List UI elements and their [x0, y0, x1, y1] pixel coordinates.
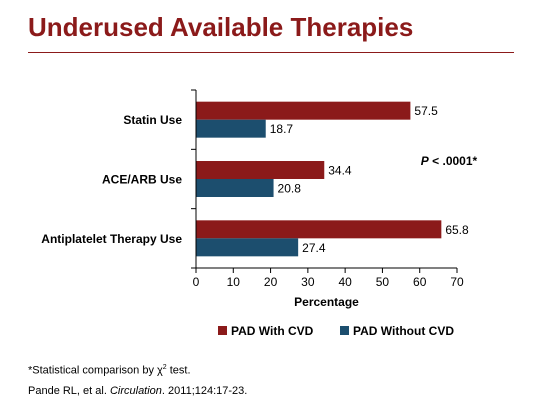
data-label-with-cvd-3: 65.8: [445, 223, 469, 237]
data-label-without-cvd-3: 27.4: [302, 241, 326, 255]
title-divider: [28, 52, 514, 53]
data-label-with-cvd-2: 34.4: [328, 164, 352, 178]
bar-without-cvd-1: [196, 119, 266, 138]
data-label-without-cvd-2: 20.8: [278, 182, 302, 196]
legend-swatch-with-cvd: [218, 326, 227, 335]
bar-chart: 57.5 18.7 Statin Use 34.4 20.8 ACE/ARB Use 65.…: [41, 89, 478, 338]
bar-without-cvd-3: [196, 238, 299, 257]
category-label-1: Statin Use: [123, 113, 182, 127]
bar-without-cvd-2: [196, 179, 274, 197]
bar-with-cvd-1: [196, 101, 411, 120]
x-axis-title: Percentage: [294, 295, 359, 309]
x-tick-label-6: 60: [413, 275, 427, 289]
p-value-letter: P: [421, 154, 430, 168]
p-value-annotation: P < .0001*: [421, 154, 478, 168]
x-tick-label-7: 70: [450, 275, 464, 289]
legend-label-with-cvd: PAD With CVD: [231, 324, 314, 338]
x-tick-label-0: 0: [193, 275, 200, 289]
bar-with-cvd-3: [196, 220, 442, 239]
legend-swatch-without-cvd: [340, 326, 349, 335]
slide-title: Underused Available Therapies: [28, 12, 414, 42]
legend-label-without-cvd: PAD Without CVD: [353, 324, 454, 338]
x-tick-label-3: 30: [301, 275, 315, 289]
footnote-reference: Pande RL, et al. Circulation. 2011;124:1…: [28, 385, 248, 397]
data-label-with-cvd-1: 57.5: [414, 104, 438, 118]
bar-with-cvd-2: [196, 161, 325, 179]
data-label-without-cvd-1: 18.7: [270, 122, 294, 136]
category-label-2: ACE/ARB Use: [102, 173, 182, 187]
category-label-3: Antiplatelet Therapy Use: [41, 232, 182, 246]
p-value-text: < .0001*: [429, 154, 478, 168]
x-tick-label-5: 50: [376, 275, 390, 289]
x-tick-label-1: 10: [227, 275, 241, 289]
footnote-statistics: *Statistical comparison by χ2 test.: [28, 364, 191, 377]
x-tick-label-4: 40: [338, 275, 352, 289]
x-tick-label-2: 20: [264, 275, 278, 289]
